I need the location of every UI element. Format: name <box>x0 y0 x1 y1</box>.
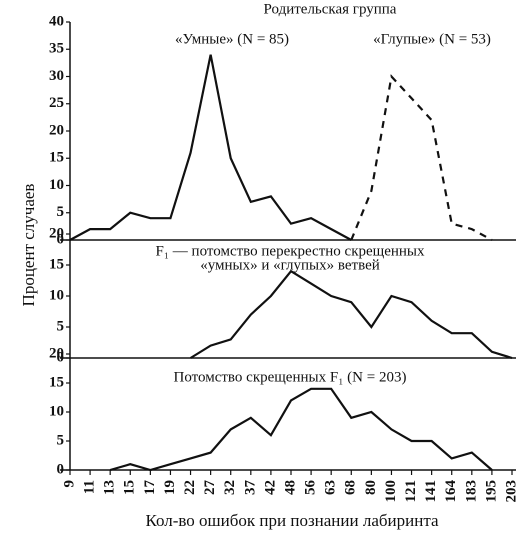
y-tick-label: 15 <box>49 374 64 390</box>
x-tick-label: 183 <box>463 480 479 503</box>
y-tick-label: 20 <box>49 122 64 138</box>
x-tick-label: 9 <box>61 480 77 488</box>
y-tick-label: 15 <box>49 256 64 272</box>
y-axis-label: Процент случаев <box>19 184 38 307</box>
x-tick-label: 48 <box>282 480 298 495</box>
x-tick-label: 56 <box>303 480 319 496</box>
x-tick-label: 17 <box>142 480 158 496</box>
series-label: «Глупые» (N = 53) <box>373 31 491 47</box>
panel-title: Потомство скрещенных F₁ (N = 203) <box>174 369 407 385</box>
x-tick-label: 121 <box>403 480 419 503</box>
y-tick-label: 0 <box>57 461 65 477</box>
y-tick-label: 5 <box>57 204 65 220</box>
x-tick-label: 19 <box>162 480 178 495</box>
series-line <box>69 54 352 241</box>
y-tick-label: 0 <box>57 231 65 247</box>
panel-title: «умных» и «глупых» ветвей <box>200 257 380 273</box>
x-tick-label: 22 <box>182 480 198 495</box>
y-tick-label: 0 <box>57 349 65 365</box>
x-tick-label: 100 <box>383 480 399 503</box>
y-tick-label: 10 <box>49 177 64 193</box>
y-tick-label: 5 <box>57 432 65 448</box>
x-tick-label: 141 <box>423 480 439 503</box>
series-line <box>350 74 493 241</box>
y-tick-label: 40 <box>49 13 64 29</box>
x-tick-label: 68 <box>343 480 359 495</box>
x-tick-label: 203 <box>503 480 519 503</box>
y-tick-label: 10 <box>49 287 64 303</box>
x-tick-label: 32 <box>222 480 238 495</box>
x-tick-label: 42 <box>262 480 278 495</box>
x-axis-label: Кол-во ошибок при познании лабиринта <box>145 511 438 530</box>
x-tick-label: 37 <box>242 480 258 496</box>
panel-title: Родительская группа <box>264 1 397 17</box>
x-tick-label: 13 <box>102 480 118 495</box>
y-tick-label: 15 <box>49 150 64 166</box>
y-tick-label: 30 <box>49 68 64 84</box>
y-tick-label: 20 <box>49 225 64 241</box>
x-tick-label: 164 <box>443 480 459 503</box>
series-label: «Умные» (N = 85) <box>175 31 289 47</box>
x-tick-label: 27 <box>202 480 218 496</box>
y-tick-label: 10 <box>49 403 64 419</box>
x-tick-label: 11 <box>82 480 98 494</box>
x-tick-label: 195 <box>483 480 499 503</box>
x-tick-label: 80 <box>363 480 379 495</box>
x-tick-label: 63 <box>323 480 339 495</box>
series-line <box>189 269 513 360</box>
series-line <box>109 387 493 472</box>
y-tick-label: 35 <box>49 41 64 57</box>
y-tick-label: 5 <box>57 318 65 334</box>
x-tick-label: 15 <box>122 480 138 495</box>
panel-title: F₁ — потомство перекрестно скрещенных <box>155 243 425 259</box>
y-tick-label: 25 <box>49 95 64 111</box>
y-tick-label: 20 <box>49 345 64 361</box>
